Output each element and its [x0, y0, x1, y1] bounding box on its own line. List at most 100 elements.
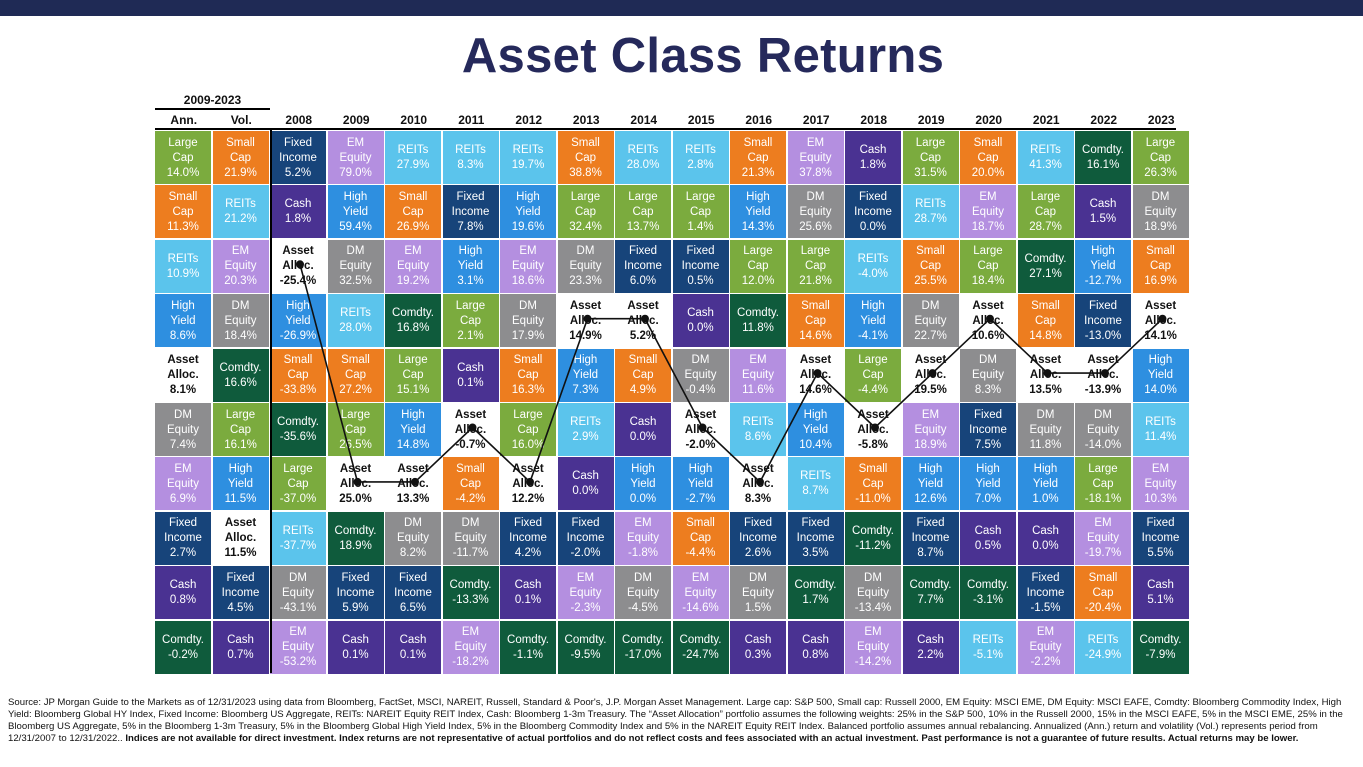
- cell-2010-reits: REITs 27.9%: [385, 131, 441, 184]
- cell-asset-label: Fixed Income: [164, 517, 202, 545]
- cell-vol-fixed-income: Fixed Income 4.5%: [212, 566, 269, 620]
- cell-return-value: -0.2%: [167, 648, 199, 661]
- cell-asset-label: EM Equity: [512, 245, 544, 273]
- cell-return-value: 7.8%: [457, 220, 484, 233]
- cell-asset-label: Asset Alloc.: [339, 462, 372, 490]
- cell-2020-dm-equity: DM Equity 8.3%: [960, 348, 1016, 402]
- cell-return-value: 26.3%: [1144, 166, 1177, 179]
- cell-2015-large-cap: Large Cap 1.4%: [672, 185, 729, 239]
- cell-return-value: 6.0%: [629, 275, 657, 288]
- cell-2022-reits: REITs -24.9%: [1075, 620, 1131, 674]
- cell-asset-label: Asset Alloc.: [167, 354, 199, 382]
- cell-ann-cash: Cash 0.8%: [155, 566, 211, 620]
- cell-2019-fixed-income: Fixed Income 8.7%: [902, 511, 959, 565]
- cell-return-value: -2.2%: [1030, 656, 1061, 669]
- cell-return-value: 0.5%: [974, 539, 1002, 552]
- cell-return-value: 0.3%: [744, 648, 772, 661]
- cell-return-value: -3.1%: [972, 594, 1004, 607]
- cell-return-value: -19.7%: [1084, 547, 1122, 560]
- cell-2016-large-cap: Large Cap 12.0%: [730, 239, 786, 293]
- cell-2017-asset-alloc: Asset Alloc. 14.6%: [787, 348, 844, 402]
- cell-asset-label: Small Cap: [283, 354, 313, 382]
- cell-asset-label: Large Cap: [340, 408, 371, 436]
- cell-2019-em-equity: EM Equity 18.9%: [902, 403, 959, 456]
- cell-asset-label: REITs: [685, 144, 716, 156]
- cell-vol-reits: REITs 21.2%: [212, 185, 269, 239]
- cell-2017-cash: Cash 0.8%: [787, 620, 844, 674]
- cell-2009-dm-equity: DM Equity 32.5%: [327, 239, 384, 293]
- cell-2016-small-cap: Small Cap 21.3%: [730, 131, 786, 184]
- cell-asset-label: Fixed Income: [969, 408, 1007, 436]
- cell-asset-label: Large Cap: [858, 354, 888, 382]
- cell-2008-large-cap: Large Cap -37.0%: [270, 457, 326, 511]
- cell-asset-label: DM Equity: [627, 571, 659, 599]
- cell-return-value: -13.3%: [452, 594, 489, 607]
- cell-return-value: 25.0%: [339, 492, 372, 505]
- cell-asset-label: REITs: [340, 307, 371, 320]
- cell-return-value: 8.3%: [974, 384, 1002, 397]
- cell-return-value: 37.8%: [799, 166, 832, 179]
- cell-2021-reits: REITs 41.3%: [1017, 131, 1074, 184]
- cell-return-value: 79.0%: [339, 166, 372, 179]
- cell-return-value: -4.2%: [455, 492, 486, 505]
- cell-2022-asset-alloc: Asset Alloc. -13.9%: [1075, 348, 1131, 402]
- cell-asset-label: EM Equity: [627, 517, 659, 545]
- cell-2008-asset-alloc: Asset Alloc. -25.4%: [270, 239, 326, 293]
- cell-return-value: 8.3%: [744, 492, 772, 505]
- cell-2023-reits: REITs 11.4%: [1132, 403, 1189, 456]
- cell-2008-high-yield: High Yield -26.9%: [270, 294, 326, 348]
- cell-return-value: -18.1%: [1084, 492, 1122, 505]
- column-header-ann: Ann.: [170, 113, 198, 127]
- cell-return-value: 0.8%: [169, 594, 197, 607]
- cell-return-value: 5.2%: [284, 166, 312, 179]
- cell-return-value: 13.3%: [396, 492, 430, 505]
- cell-return-value: 14.1%: [1144, 329, 1177, 342]
- column-header-2018: 2018: [860, 113, 888, 127]
- cell-asset-label: Fixed Income: [221, 571, 260, 599]
- cell-return-value: 21.9%: [224, 166, 257, 179]
- cell-asset-label: Cash: [284, 198, 312, 211]
- cell-2013-small-cap: Small Cap 38.8%: [557, 131, 614, 184]
- cell-2022-fixed-income: Fixed Income -13.0%: [1075, 294, 1131, 348]
- cell-asset-label: Comdty.: [909, 579, 952, 592]
- cell-asset-label: Asset Alloc.: [1144, 299, 1177, 327]
- cell-asset-label: DM Equity: [224, 299, 257, 327]
- cell-vol-cash: Cash 0.7%: [212, 620, 269, 674]
- cell-2018-comdty: Comdty. -11.2%: [845, 511, 901, 565]
- cell-return-value: -2.3%: [570, 601, 601, 614]
- cell-asset-label: Small Cap: [801, 299, 830, 327]
- cell-return-value: 26.9%: [396, 220, 430, 233]
- cell-asset-label: DM Equity: [1144, 190, 1177, 218]
- cell-asset-label: Large Cap: [570, 190, 601, 218]
- cell-2009-small-cap: Small Cap 27.2%: [327, 348, 384, 402]
- cell-asset-label: Cash: [457, 361, 484, 374]
- cell-asset-label: Asset Alloc.: [684, 408, 717, 436]
- cell-2020-large-cap: Large Cap 18.4%: [960, 239, 1016, 293]
- cell-return-value: 7.5%: [974, 438, 1002, 451]
- cell-return-value: 14.3%: [741, 220, 775, 233]
- cell-asset-label: REITs: [1145, 416, 1176, 428]
- cell-asset-label: Cash: [687, 307, 714, 320]
- cell-2009-high-yield: High Yield 59.4%: [327, 185, 384, 239]
- column-header-2011: 2011: [458, 113, 485, 127]
- cell-return-value: 6.5%: [399, 601, 427, 614]
- cell-asset-label: Fixed Income: [1026, 571, 1065, 599]
- cell-asset-label: Large Cap: [398, 354, 428, 382]
- cell-2008-dm-equity: DM Equity -43.1%: [270, 566, 326, 620]
- cell-asset-label: Small Cap: [456, 462, 485, 490]
- cell-return-value: 5.1%: [1147, 594, 1174, 607]
- cell-2021-high-yield: High Yield 1.0%: [1017, 457, 1074, 511]
- cell-return-value: 1.8%: [859, 159, 887, 171]
- cell-2014-fixed-income: Fixed Income 6.0%: [615, 239, 671, 293]
- cell-asset-label: Asset Alloc.: [914, 354, 947, 382]
- cell-2019-large-cap: Large Cap 31.5%: [902, 131, 959, 184]
- cell-2015-high-yield: High Yield -2.7%: [672, 457, 729, 511]
- cell-asset-label: REITs: [512, 144, 544, 156]
- cell-asset-label: DM Equity: [339, 245, 372, 273]
- cell-return-value: 18.9%: [339, 539, 372, 552]
- cell-2008-comdty: Comdty. -35.6%: [270, 403, 326, 456]
- cell-asset-label: Comdty.: [392, 307, 434, 320]
- cell-2019-dm-equity: DM Equity 22.7%: [902, 294, 959, 348]
- cell-return-value: 2.6%: [744, 547, 772, 560]
- cell-asset-label: Small Cap: [1088, 571, 1118, 599]
